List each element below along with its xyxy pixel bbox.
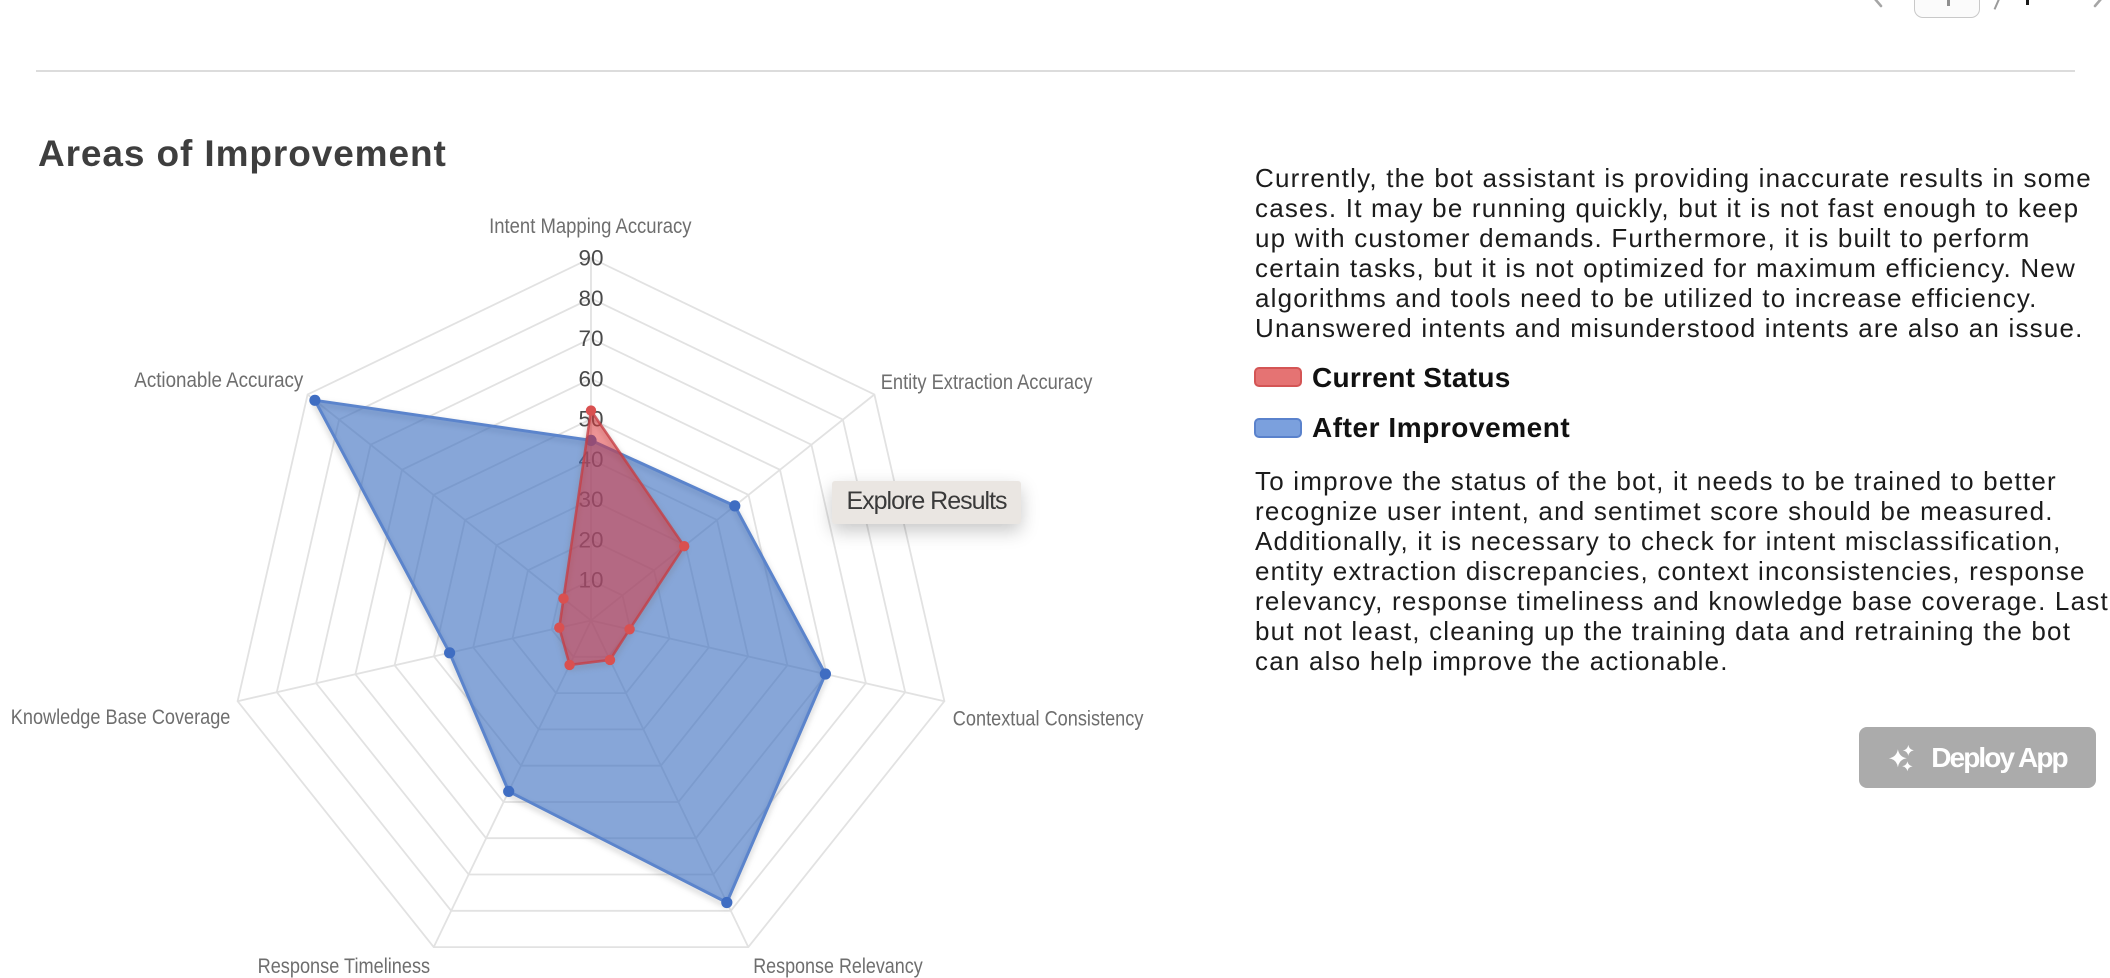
svg-text:Knowledge Base Coverage: Knowledge Base Coverage — [11, 706, 231, 729]
svg-text:90: 90 — [578, 246, 603, 271]
svg-text:Entity Extraction Accuracy: Entity Extraction Accuracy — [881, 371, 1093, 394]
svg-text:70: 70 — [578, 326, 603, 351]
svg-text:Intent Mapping Accuracy: Intent Mapping Accuracy — [489, 215, 692, 238]
svg-text:80: 80 — [578, 286, 603, 311]
svg-text:Response Relevancy: Response Relevancy — [753, 955, 923, 978]
svg-text:Contextual Consistency: Contextual Consistency — [953, 708, 1144, 731]
svg-text:60: 60 — [578, 366, 603, 391]
svg-text:Actionable Accuracy: Actionable Accuracy — [134, 369, 303, 392]
svg-text:Response Timeliness: Response Timeliness — [258, 955, 431, 978]
